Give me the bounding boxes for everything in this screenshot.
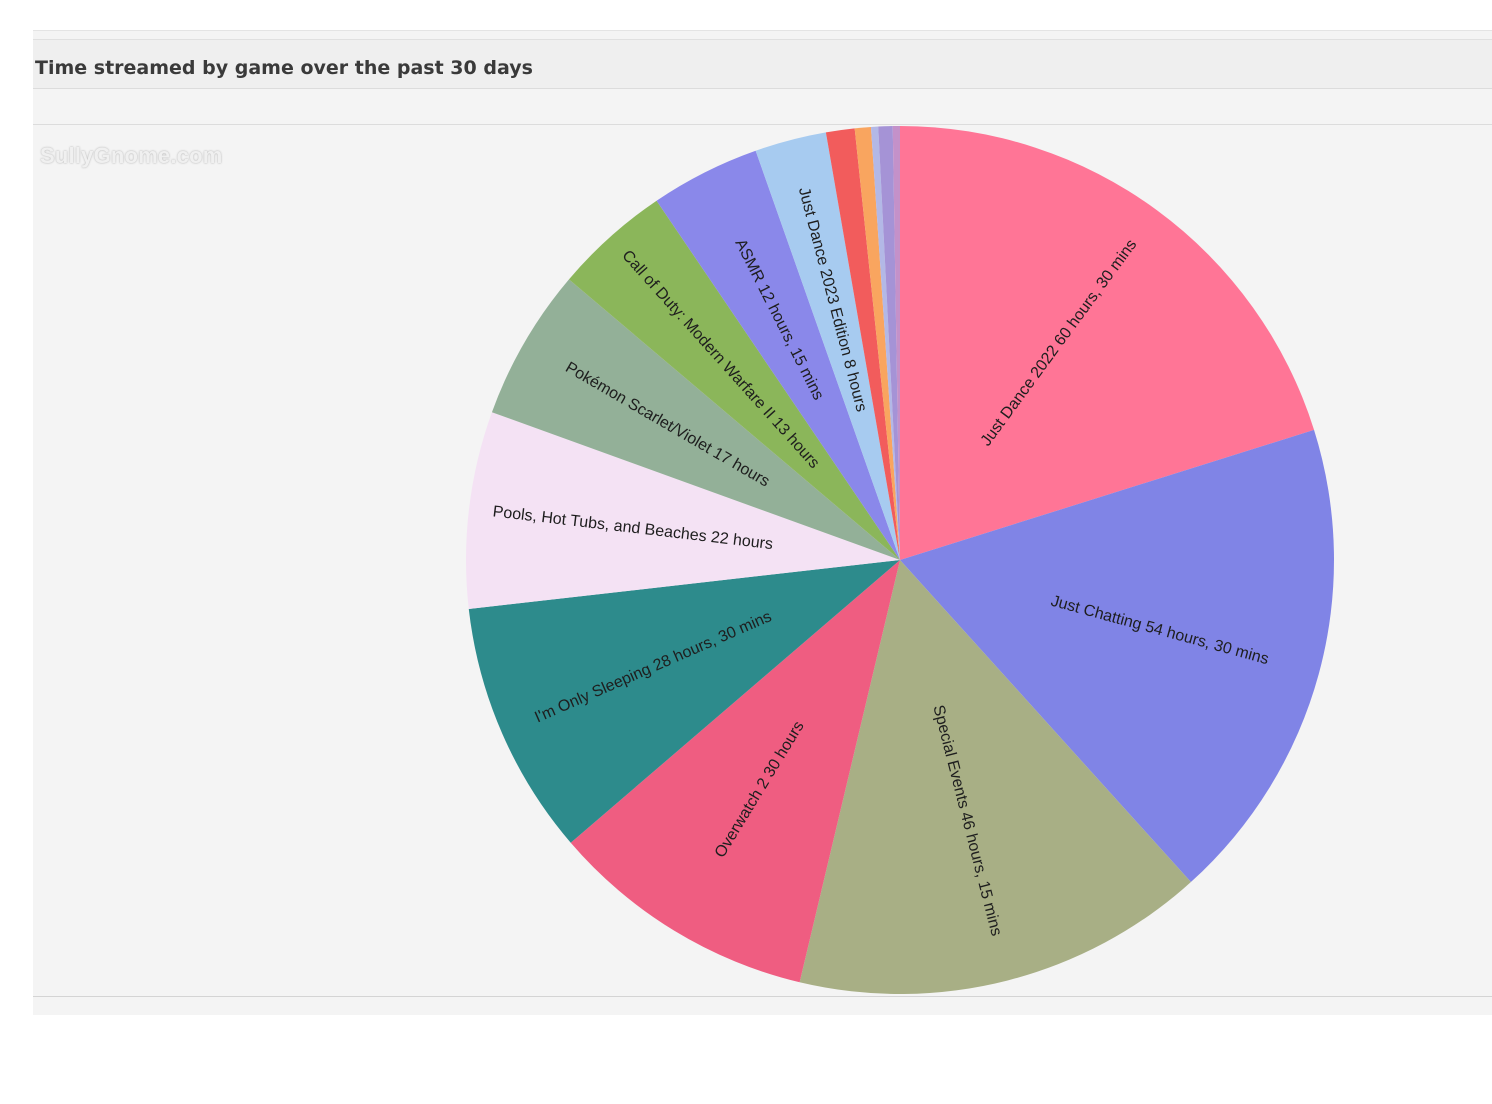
pie-slice[interactable] (466, 412, 900, 609)
pie-slice[interactable] (656, 150, 900, 560)
pie-slice[interactable] (854, 126, 900, 560)
pie-slice[interactable] (900, 429, 1334, 883)
pie-slice[interactable] (755, 132, 900, 560)
page-title: Time streamed by game over the past 30 d… (35, 57, 533, 79)
pie-slice[interactable] (568, 200, 900, 560)
pie-slice[interactable] (870, 126, 900, 561)
pie-slice[interactable] (799, 560, 1191, 995)
panel-header: Time streamed by game over the past 30 d… (33, 39, 1492, 89)
divider (33, 996, 1492, 997)
pie-slice[interactable] (491, 279, 900, 560)
pie-slice[interactable] (825, 128, 900, 560)
divider (33, 124, 1492, 125)
pie-slice[interactable] (570, 560, 900, 983)
pie-slice[interactable] (878, 126, 900, 560)
pie-slice[interactable] (900, 126, 1315, 560)
watermark: SullyGnome.com (40, 143, 223, 168)
pie-slice[interactable] (892, 126, 900, 560)
pie-slice[interactable] (468, 560, 900, 843)
